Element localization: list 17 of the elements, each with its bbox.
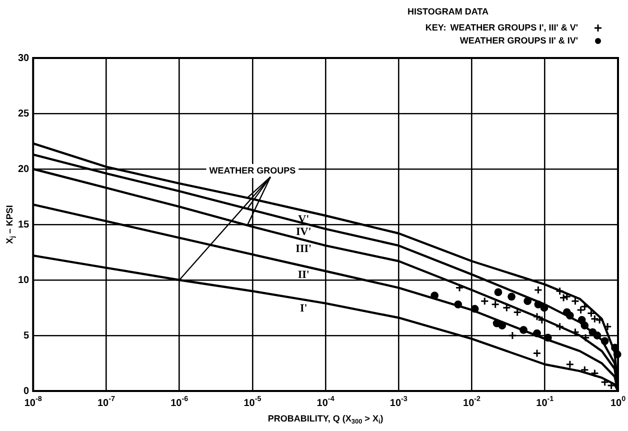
legend-title: HISTOGRAM DATA — [408, 6, 489, 16]
y-tick-label: 10 — [18, 274, 30, 286]
series-label: I' — [300, 302, 308, 314]
y-tick-label: 25 — [18, 108, 30, 120]
legend-label: WEATHER GROUPS II' & IV' — [460, 35, 578, 46]
series-label: IV' — [296, 226, 312, 238]
y-tick-label: 0 — [24, 386, 30, 397]
y-tick-label: 20 — [18, 164, 30, 175]
series-label: III' — [296, 242, 312, 255]
y-tick-label: 15 — [18, 219, 30, 230]
annotation: WEATHER GROUPS — [209, 165, 296, 176]
y-tick-label: 5 — [24, 330, 30, 342]
series-label: II' — [298, 268, 310, 281]
y-tick-label: 30 — [18, 52, 30, 64]
text: KEY: — [425, 22, 446, 32]
series-label: V' — [298, 213, 310, 226]
legend-label: WEATHER GROUPS I', III' & V' — [450, 22, 578, 32]
